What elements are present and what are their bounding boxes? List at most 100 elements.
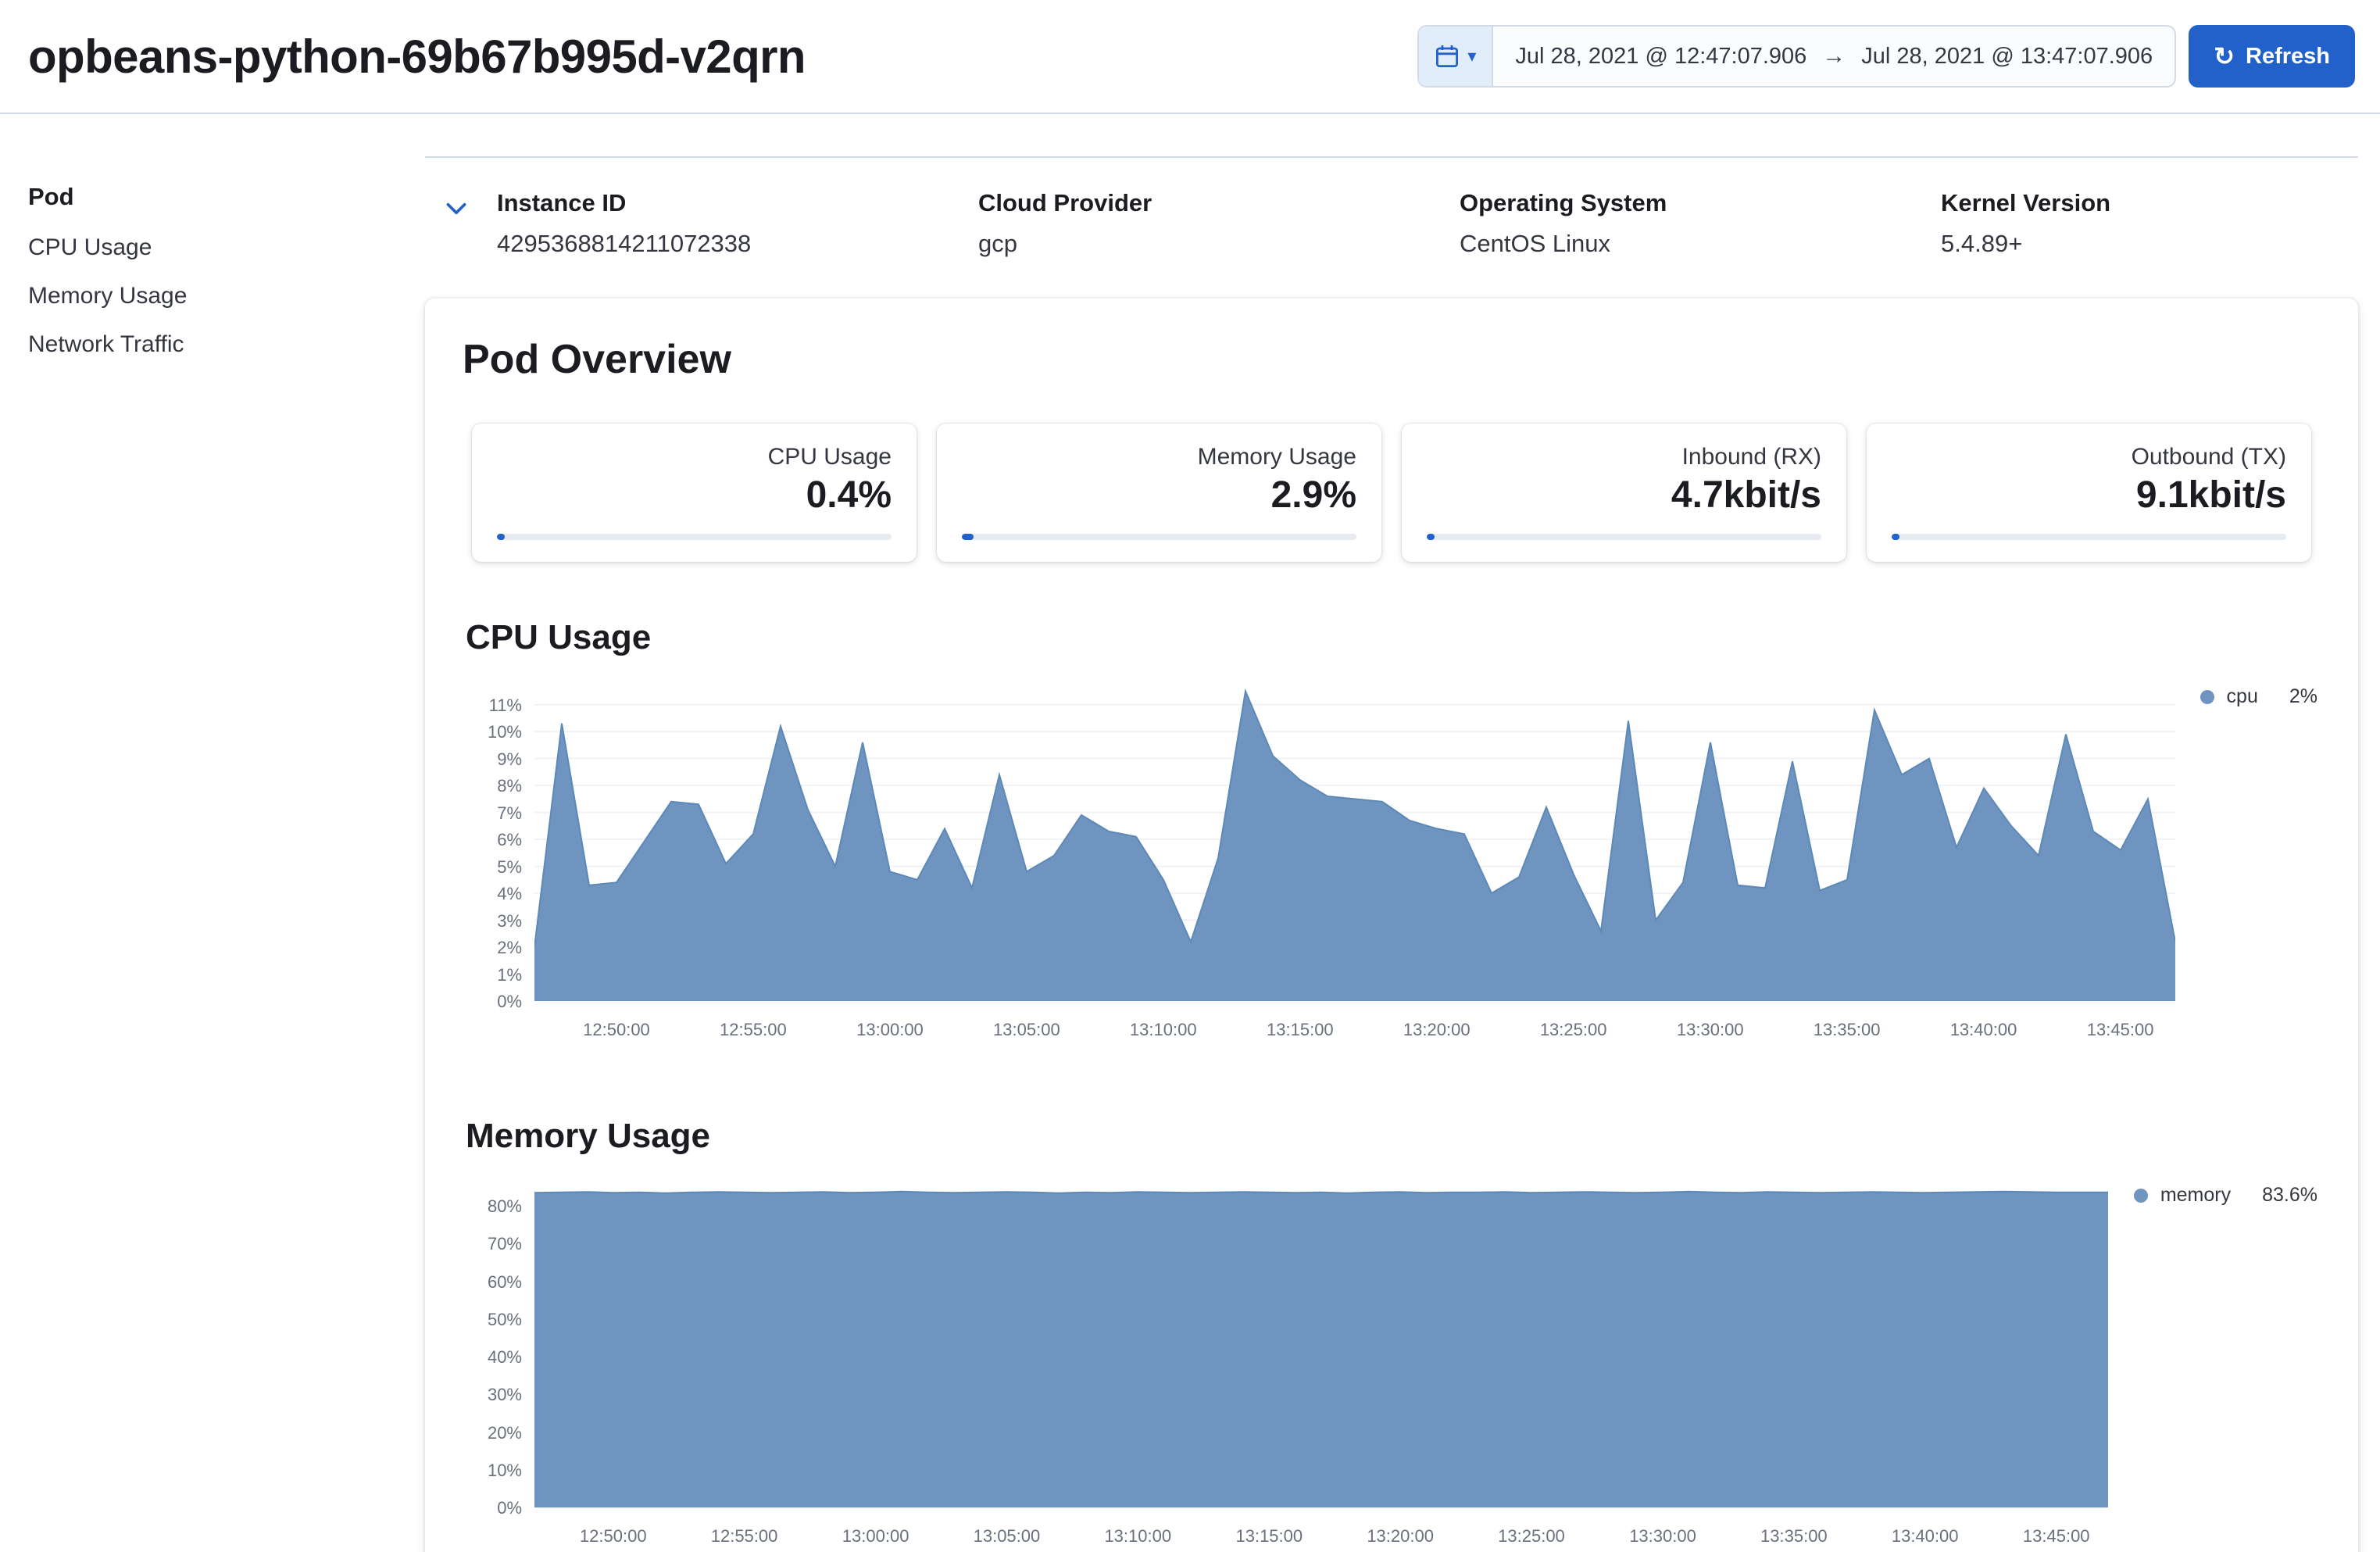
- x-axis-tick-label: 13:45:00: [2086, 1020, 2154, 1039]
- y-axis-tick-label: 9%: [497, 749, 522, 769]
- y-axis-tick-label: 1%: [497, 964, 522, 985]
- memory-chart-plot-area[interactable]: [534, 1187, 2109, 1507]
- sidebar-item-memory-usage[interactable]: Memory Usage: [28, 283, 188, 309]
- metadata-label: Operating System: [1460, 189, 1667, 216]
- x-axis-tick-label: 13:40:00: [1949, 1020, 2017, 1039]
- metric-card-label: Outbound (TX): [2131, 444, 2286, 470]
- y-axis-tick-label: 5%: [497, 856, 522, 877]
- x-axis-tick-label: 12:50:00: [583, 1020, 650, 1039]
- refresh-button[interactable]: ↻ Refresh: [2189, 25, 2355, 88]
- cpu-chart-title: CPU Usage: [466, 618, 652, 656]
- cpu-chart-plot-column: 12:50:00 12:55:00 13:00:00 13:05:00 13:10:00…: [534, 688, 2175, 1051]
- y-axis-tick-label: 30%: [487, 1385, 522, 1405]
- metric-progress-track: [1892, 534, 2286, 540]
- metadata-collapse-button[interactable]: [434, 192, 478, 230]
- cpu-chart: 0% 1% 2% 3% 4% 5% 6% 7% 8% 9% 10% 11% 12:50:00 12:55…: [466, 685, 2317, 1051]
- metric-card-value: 9.1kbit/s: [2135, 474, 2286, 516]
- y-axis-tick-label: 60%: [487, 1271, 522, 1292]
- legend-dot-icon: [2133, 1188, 2148, 1203]
- metadata-value: CentOS Linux: [1460, 230, 1610, 257]
- calendar-menu-button[interactable]: ▾: [1419, 27, 1494, 86]
- legend-dot-icon: [2200, 689, 2214, 704]
- metric-card-label: Memory Usage: [1197, 444, 1356, 470]
- calendar-icon: [1435, 44, 1460, 69]
- chevron-down-icon: ▾: [1467, 46, 1477, 66]
- y-axis-tick-label: 0%: [497, 1498, 522, 1518]
- end-date[interactable]: Jul 28, 2021 @ 13:47:07.906: [1861, 43, 2153, 69]
- pod-overview-panel: Pod Overview CPU Usage 0.4% Memory Usage…: [425, 299, 2358, 1552]
- memory-chart: 0% 10% 20% 30% 40% 50% 60% 70% 80% 12:50:00 12:55…: [466, 1184, 2317, 1552]
- metadata-kernel-version: Kernel Version 5.4.89+: [1922, 189, 2380, 258]
- y-axis-tick-label: 11%: [488, 695, 522, 715]
- header-controls: ▾ Jul 28, 2021 @ 12:47:07.906 → Jul 28, …: [1417, 25, 2355, 88]
- metric-progress-track: [1427, 534, 1821, 540]
- x-axis-tick-label: 12:50:00: [579, 1526, 647, 1546]
- metadata-operating-system: Operating System CentOS Linux: [1441, 189, 1922, 258]
- metric-progress-fill: [1427, 534, 1435, 540]
- y-axis-tick-label: 10%: [487, 1460, 522, 1480]
- metric-card-label: CPU Usage: [767, 444, 892, 470]
- y-axis-tick-label: 3%: [497, 910, 522, 931]
- metric-progress-fill: [1892, 534, 1900, 540]
- memory-chart-x-axis: 12:50:00 12:55:00 13:00:00 13:05:00 13:10:00…: [534, 1526, 2109, 1552]
- page-title: opbeans-python-69b67b995d-v2qrn: [28, 30, 806, 83]
- x-axis-tick-label: 13:20:00: [1403, 1020, 1471, 1039]
- x-axis-tick-label: 13:05:00: [973, 1526, 1041, 1546]
- metric-card-inbound-rx: Inbound (RX) 4.7kbit/s: [1402, 424, 1846, 562]
- memory-chart-legend: memory 83.6%: [2109, 1184, 2317, 1207]
- x-axis-tick-label: 13:25:00: [1498, 1526, 1565, 1546]
- cpu-chart-x-axis: 12:50:00 12:55:00 13:00:00 13:05:00 13:10:00…: [534, 1020, 2175, 1051]
- memory-chart-title: Memory Usage: [466, 1117, 711, 1155]
- x-axis-tick-label: 13:10:00: [1129, 1020, 1197, 1039]
- y-axis-tick-label: 10%: [487, 722, 522, 742]
- y-axis-tick-label: 4%: [497, 884, 522, 904]
- sidebar: Pod CPU Usage Memory Usage Network Traff…: [0, 114, 425, 1552]
- sidebar-title-pod: Pod: [28, 183, 74, 210]
- metadata-label: Instance ID: [497, 189, 627, 216]
- y-axis-tick-label: 0%: [497, 992, 522, 1011]
- x-axis-tick-label: 13:25:00: [1539, 1020, 1607, 1039]
- cpu-chart-legend: cpu 2%: [2175, 685, 2317, 708]
- metadata-section: Instance ID 4295368814211072338 Cloud Pr…: [425, 156, 2358, 258]
- legend-value: 83.6%: [2262, 1184, 2317, 1206]
- date-range-picker[interactable]: ▾ Jul 28, 2021 @ 12:47:07.906 → Jul 28, …: [1417, 25, 2177, 88]
- metric-card-outbound-tx: Outbound (TX) 9.1kbit/s: [1867, 424, 2311, 562]
- x-axis-tick-label: 13:00:00: [856, 1020, 924, 1039]
- metadata-instance-id: Instance ID 4295368814211072338: [478, 189, 960, 258]
- metadata-cloud-provider: Cloud Provider gcp: [960, 189, 1441, 258]
- sidebar-item-network-traffic[interactable]: Network Traffic: [28, 331, 184, 357]
- legend-label: cpu: [2226, 685, 2258, 707]
- metadata-label: Kernel Version: [1941, 189, 2111, 216]
- x-axis-tick-label: 13:15:00: [1267, 1020, 1334, 1039]
- y-axis-tick-label: 70%: [487, 1234, 522, 1254]
- x-axis-tick-label: 13:40:00: [1891, 1526, 1959, 1546]
- memory-chart-plot-column: 12:50:00 12:55:00 13:00:00 13:05:00 13:10:00…: [534, 1187, 2109, 1552]
- y-axis-tick-label: 50%: [487, 1309, 522, 1329]
- metric-card-memory-usage: Memory Usage 2.9%: [937, 424, 1381, 562]
- metric-card-value: 0.4%: [806, 474, 892, 516]
- x-axis-tick-label: 13:10:00: [1104, 1526, 1172, 1546]
- metadata-value: 4295368814211072338: [497, 230, 752, 257]
- metric-progress-fill: [962, 534, 974, 540]
- x-axis-tick-label: 12:55:00: [720, 1020, 787, 1039]
- metadata-label: Cloud Provider: [978, 189, 1152, 216]
- content: Pod CPU Usage Memory Usage Network Traff…: [0, 114, 2380, 1552]
- cpu-chart-plot-area[interactable]: [534, 688, 2175, 1001]
- y-axis-tick-label: 6%: [497, 830, 522, 850]
- metric-progress-track: [962, 534, 1356, 540]
- y-axis-tick-label: 80%: [487, 1196, 522, 1217]
- y-axis-tick-label: 20%: [487, 1422, 522, 1443]
- x-axis-tick-label: 13:30:00: [1629, 1526, 1696, 1546]
- metadata-value: 5.4.89+: [1941, 230, 2023, 257]
- metadata-value: gcp: [978, 230, 1017, 257]
- y-axis-tick-label: 2%: [497, 938, 522, 958]
- y-axis-tick-label: 7%: [497, 803, 522, 823]
- arrow-right-icon: →: [1822, 43, 1846, 69]
- sidebar-item-cpu-usage[interactable]: CPU Usage: [28, 234, 152, 260]
- metric-card-cpu-usage: CPU Usage 0.4%: [472, 424, 917, 562]
- refresh-icon: ↻: [2214, 42, 2235, 70]
- start-date[interactable]: Jul 28, 2021 @ 12:47:07.906: [1515, 43, 1807, 69]
- memory-usage-chart-section: Memory Usage 0% 10% 20% 30% 40% 50% 60% 70% 80% …: [463, 1117, 2321, 1552]
- memory-chart-y-axis: 0% 10% 20% 30% 40% 50% 60% 70% 80%: [466, 1187, 534, 1517]
